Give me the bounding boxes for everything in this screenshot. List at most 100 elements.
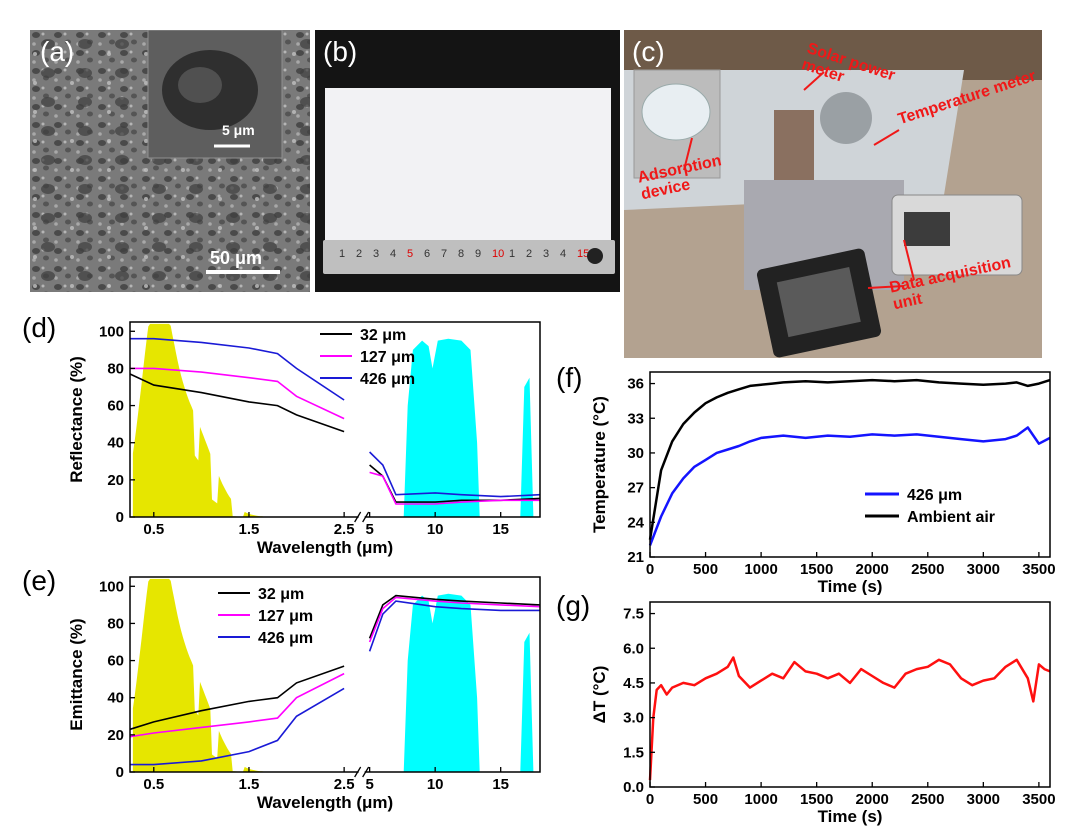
ruler-tick-label: 9 xyxy=(475,248,482,260)
ruler-tick-label: 7 xyxy=(441,248,448,260)
ruler-tick-label: 5 xyxy=(407,248,414,260)
x-tick-label: 15 xyxy=(492,521,509,538)
y-tick-label: 40 xyxy=(107,690,124,707)
atmospheric-window-area xyxy=(520,632,534,772)
sem-micrograph xyxy=(30,30,310,292)
ruler-tick-label: 8 xyxy=(458,248,465,260)
ruler-tick-label: 10 xyxy=(492,248,505,260)
series-line xyxy=(648,378,1051,540)
x-axis-title: Time (s) xyxy=(818,577,883,595)
x-tick-label: 10 xyxy=(427,776,444,793)
axis-break-gap xyxy=(358,511,365,523)
ruler-tick-label: 6 xyxy=(424,248,431,260)
legend-label: 426 μm xyxy=(258,630,313,647)
y-tick-label: 33 xyxy=(627,410,644,427)
ruler-tick-label: 15 xyxy=(577,248,590,260)
white-film xyxy=(325,88,611,256)
y-tick-label: 100 xyxy=(99,578,124,595)
panel-label-e: (e) xyxy=(22,565,57,596)
x-tick-label: 2500 xyxy=(911,791,944,808)
y-tick-label: 100 xyxy=(99,323,124,340)
delta-t-chart: 0.0 1.5 3.0 4.5 6.0 7.5 0 500 1000 1500 2000 2500 30… xyxy=(590,601,1056,826)
x-tick-label: 3500 xyxy=(1022,561,1055,578)
x-tick-label: 5 xyxy=(365,776,373,793)
inset-scale-label: 5 μm xyxy=(222,122,255,138)
series-line xyxy=(129,672,345,738)
setup-photo-panel: (c) Solar power meter Temperature meter … xyxy=(624,30,1042,358)
series-line xyxy=(129,665,345,731)
y-axis-title: ΔT (°C) xyxy=(590,666,609,724)
x-tick-label: 0.5 xyxy=(143,776,164,793)
ruler-tick-label: 1 xyxy=(509,248,516,260)
y-axis-title: Emittance (%) xyxy=(67,618,86,730)
series-line xyxy=(648,656,1051,781)
panel-label-a: (a) xyxy=(40,36,75,67)
ruler-hole xyxy=(587,248,603,264)
legend-label: 32 μm xyxy=(258,586,304,603)
emittance-chart: 0 20 40 60 80 100 0.5 1.5 2.5 5 10 15 Wavelength (μm… xyxy=(67,576,541,812)
series-line xyxy=(130,337,345,401)
panel-label-c: (c) xyxy=(632,36,665,67)
legend-label: 426 μm xyxy=(360,371,415,388)
x-tick-label: 1.5 xyxy=(239,776,260,793)
axis-break-gap xyxy=(358,766,365,778)
panel-label-f: (f) xyxy=(556,362,583,393)
y-tick-label: 27 xyxy=(627,480,644,497)
series-line xyxy=(130,367,345,420)
x-tick-label: 0 xyxy=(646,791,654,808)
y-tick-label: 4.5 xyxy=(623,675,644,692)
axis-break-mark xyxy=(362,766,370,778)
scale-bar-label: 50 μm xyxy=(210,248,263,268)
atmospheric-window-area xyxy=(403,338,480,517)
ruler-tick-label: 1 xyxy=(339,248,346,260)
x-tick-label: 0.5 xyxy=(143,521,164,538)
y-tick-label: 6.0 xyxy=(623,640,644,657)
y-tick-label: 0 xyxy=(116,764,124,781)
plot-frame xyxy=(129,321,541,518)
x-tick-label: 1000 xyxy=(744,791,777,808)
y-tick-label: 7.5 xyxy=(623,606,644,623)
x-tick-label: 2000 xyxy=(856,791,889,808)
x-tick-label: 1.5 xyxy=(239,521,260,538)
atmospheric-window-area xyxy=(520,377,534,517)
x-tick-label: 2.5 xyxy=(334,776,355,793)
sem-image-panel: (a) 5 μm 50 μm xyxy=(30,30,310,292)
series-line xyxy=(368,600,540,652)
x-axis-title: Time (s) xyxy=(818,807,883,826)
series-line xyxy=(648,426,1051,546)
x-tick-label: 5 xyxy=(365,521,373,538)
series-line xyxy=(130,687,345,766)
ruler-tick-label: 2 xyxy=(526,248,533,260)
solar-spectrum-area xyxy=(132,323,340,517)
legend-label: Ambient air xyxy=(907,509,995,526)
y-tick-label: 20 xyxy=(107,727,124,744)
reflectance-chart: 0 20 40 60 80 100 0.5 1.5 2.5 5 10 15 Wavelength (μm… xyxy=(67,321,541,557)
x-axis-title: Wavelength (μm) xyxy=(257,793,393,812)
legend-label: 426 μm xyxy=(907,487,962,504)
x-tick-label: 500 xyxy=(693,791,718,808)
x-tick-label: 1500 xyxy=(800,561,833,578)
setup-scene xyxy=(624,30,1042,358)
legend-label: 127 μm xyxy=(258,608,313,625)
panel-label-g: (g) xyxy=(556,590,591,621)
y-tick-label: 60 xyxy=(107,398,124,415)
solar-spectrum-area xyxy=(132,578,340,772)
y-tick-label: 1.5 xyxy=(623,744,644,761)
series-line xyxy=(368,596,541,643)
atmospheric-window-area xyxy=(403,593,480,772)
series-line xyxy=(129,373,345,433)
x-tick-label: 0 xyxy=(646,561,654,578)
x-tick-label: 2000 xyxy=(856,561,889,578)
plot-frame xyxy=(129,576,541,773)
y-tick-label: 36 xyxy=(627,376,644,393)
film-photo-panel: 1 2 3 4 5 6 7 8 9 10 1 2 3 4 15 (b) xyxy=(315,30,620,292)
y-tick-label: 20 xyxy=(107,472,124,489)
y-tick-label: 3.0 xyxy=(623,710,644,727)
y-tick-label: 24 xyxy=(627,514,644,531)
x-tick-label: 2500 xyxy=(911,561,944,578)
temperature-chart: 21 24 27 30 33 36 0 500 1000 1500 2000 2500 3000 3500… xyxy=(590,371,1056,595)
series-line xyxy=(369,471,540,505)
y-tick-label: 30 xyxy=(627,445,644,462)
ruler-tick-label: 2 xyxy=(356,248,363,260)
axis-break-mark xyxy=(362,511,370,523)
